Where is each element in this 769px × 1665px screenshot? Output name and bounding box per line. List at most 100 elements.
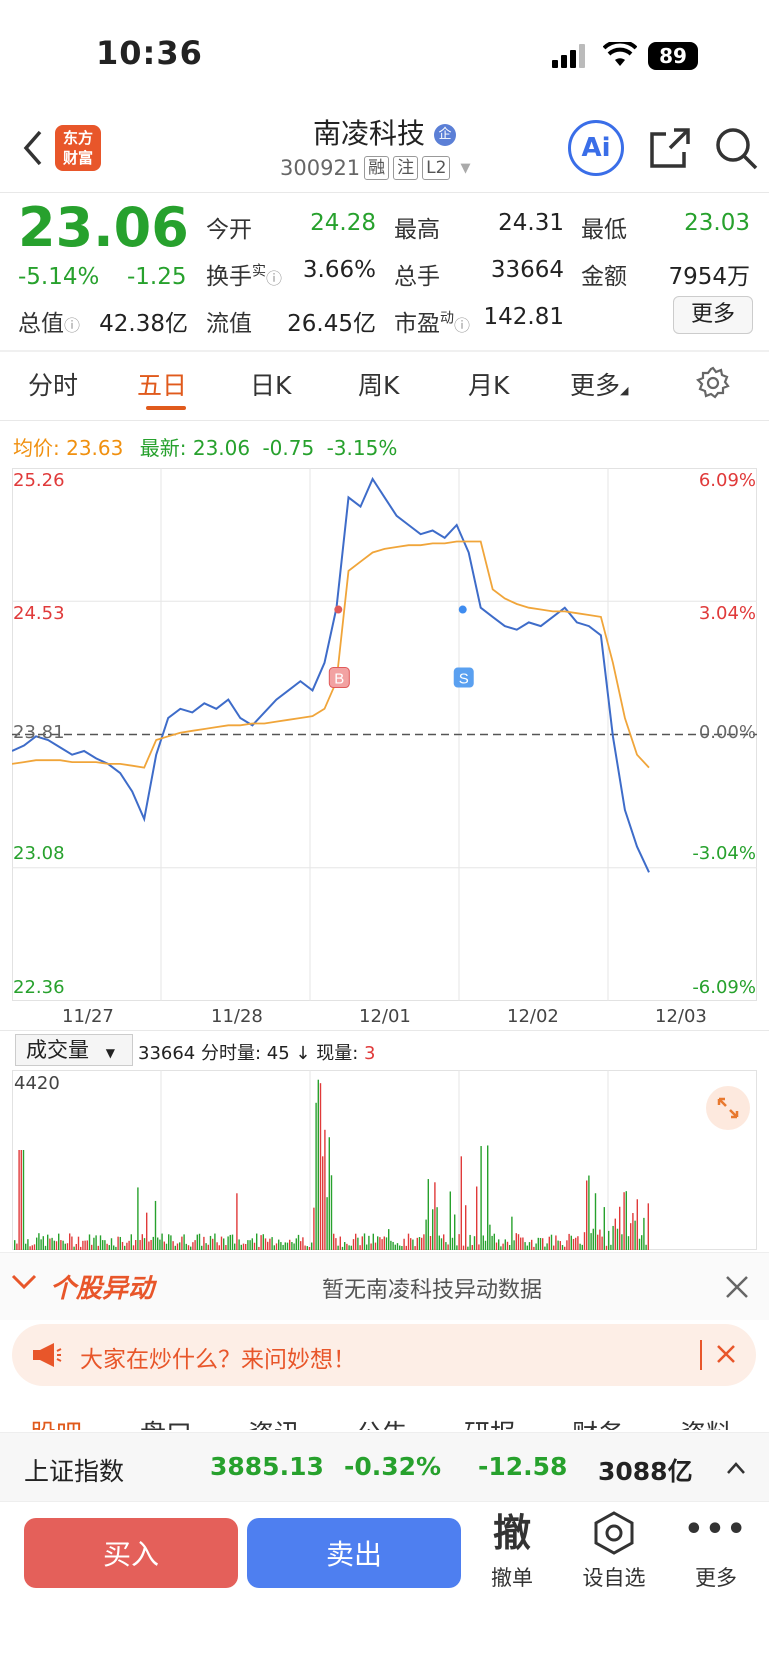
volume-bar <box>500 1246 502 1250</box>
volume-bar <box>403 1238 405 1250</box>
volume-bar <box>104 1240 106 1250</box>
tab-weekly-k[interactable]: 周K <box>358 371 400 400</box>
more-menu-button[interactable]: ••• 更多 <box>676 1510 756 1592</box>
volume-bar <box>359 1245 361 1250</box>
tab-monthly-k[interactable]: 月K <box>468 371 510 400</box>
tab-more[interactable]: 更多◢ <box>570 366 628 402</box>
volume-bar <box>269 1238 271 1250</box>
volume-bar <box>223 1238 225 1250</box>
volume-bar <box>436 1207 438 1250</box>
sub-tab-orderbook[interactable]: 盘口 <box>140 1414 192 1430</box>
index-bar[interactable] <box>0 1432 769 1502</box>
volume-bar <box>498 1239 500 1250</box>
volume-bar <box>245 1243 247 1250</box>
info-icon[interactable]: ⓘ <box>266 269 283 288</box>
hexagon-icon <box>574 1510 654 1556</box>
y-left-tick: 22.36 <box>13 977 65 998</box>
sub-tab-profile[interactable]: 资料 <box>680 1414 732 1430</box>
info-icon[interactable]: ⓘ <box>454 316 471 335</box>
chevron-down-icon[interactable] <box>10 1272 38 1296</box>
y-left-tick: 23.08 <box>13 843 65 864</box>
expand-icon[interactable] <box>706 1086 750 1130</box>
cancel-order-button[interactable]: 撤 撤单 <box>472 1510 552 1592</box>
volume-bar <box>372 1233 374 1250</box>
volume-bar <box>539 1237 542 1250</box>
latest-pct: -3.15% <box>326 436 398 460</box>
float-value: 26.45亿 <box>287 311 376 337</box>
sub-tab-research[interactable]: 研报 <box>464 1414 516 1430</box>
volume-bar <box>467 1246 469 1250</box>
volume-bar <box>137 1187 139 1250</box>
mcap-value: 42.38亿 <box>99 311 188 337</box>
volume-bar <box>260 1235 262 1250</box>
volume-bar <box>610 1244 612 1250</box>
tab-intraday[interactable]: 分时 <box>28 371 79 400</box>
app-logo[interactable]: 东方 财富 <box>55 125 101 171</box>
volume-bar <box>152 1236 154 1250</box>
y-left-tick: 24.53 <box>13 603 65 624</box>
megaphone-icon <box>30 1340 62 1374</box>
volume-bar <box>614 1218 616 1250</box>
volume-bar <box>253 1242 256 1250</box>
tab-daily-k[interactable]: 日K <box>250 371 292 400</box>
turnover-label: 换手实ⓘ <box>206 257 282 291</box>
volume-bar <box>434 1182 436 1250</box>
pe-sup: 动 <box>440 310 454 327</box>
volume-bar <box>113 1245 115 1250</box>
alert-bar[interactable] <box>0 1252 769 1320</box>
volume-bar <box>302 1237 304 1250</box>
volume-bar <box>201 1245 203 1250</box>
more-button[interactable]: 更多 <box>673 296 753 334</box>
volume-bar <box>69 1233 71 1250</box>
buy-button[interactable]: 买入 <box>24 1518 238 1588</box>
share-icon[interactable] <box>648 126 692 174</box>
volume-bar <box>377 1236 379 1250</box>
amount-value: 7954万 <box>668 264 750 290</box>
watchlist-label: 设自选 <box>582 1566 646 1590</box>
volume-bar <box>504 1239 506 1250</box>
volume-bar <box>458 1234 460 1250</box>
volume-bar <box>632 1213 634 1250</box>
volume-bar <box>344 1242 346 1250</box>
volume-chart[interactable] <box>12 1070 757 1250</box>
volume-bar <box>515 1233 517 1250</box>
info-icon[interactable]: ⓘ <box>64 316 81 335</box>
search-icon[interactable] <box>714 126 760 176</box>
add-watchlist-button[interactable]: 设自选 <box>574 1510 654 1592</box>
volume-bar <box>328 1137 330 1250</box>
high-value: 24.31 <box>498 210 564 236</box>
sub-tab-forum[interactable]: 股吧 <box>30 1414 82 1430</box>
volume-bar <box>379 1237 381 1250</box>
volume-bar <box>141 1234 143 1250</box>
sub-tab-news[interactable]: 资讯 <box>248 1414 300 1430</box>
index-amount: 3088亿 <box>598 1457 693 1486</box>
alert-message: 暂无南凌科技异动数据 <box>322 1278 543 1303</box>
volume-bar <box>297 1234 300 1250</box>
stock-code-row[interactable]: 300921 融 注 L2 ▼ <box>280 156 470 180</box>
close-icon[interactable] <box>725 1275 749 1303</box>
back-icon[interactable] <box>14 126 50 170</box>
tab-five-day[interactable]: 五日 <box>137 371 188 400</box>
ai-button[interactable]: Ai <box>568 120 624 176</box>
volume-bar <box>108 1245 110 1250</box>
volume-bar <box>399 1245 401 1250</box>
volume-bar <box>93 1237 95 1250</box>
volume-bar <box>599 1229 601 1250</box>
volume-selector[interactable]: 成交量 ▼ <box>15 1034 133 1066</box>
chevron-up-icon[interactable] <box>726 1460 746 1479</box>
sub-tab-announcements[interactable]: 公告 <box>356 1414 408 1430</box>
close-icon[interactable] <box>716 1344 736 1368</box>
volume-bar <box>535 1243 537 1250</box>
volume-bar <box>337 1245 339 1250</box>
volume-bar <box>280 1242 282 1250</box>
index-pct: -0.32% <box>344 1452 442 1481</box>
promo-banner[interactable] <box>12 1324 756 1386</box>
settings-icon[interactable] <box>696 366 730 404</box>
sell-button[interactable]: 卖出 <box>247 1518 461 1588</box>
volume-bar <box>16 1243 18 1250</box>
alert-title: 个股异动 <box>50 1274 155 1304</box>
sub-tab-finance[interactable]: 财务 <box>572 1414 624 1430</box>
volume-bar <box>559 1241 561 1250</box>
volume-bar <box>522 1237 524 1250</box>
